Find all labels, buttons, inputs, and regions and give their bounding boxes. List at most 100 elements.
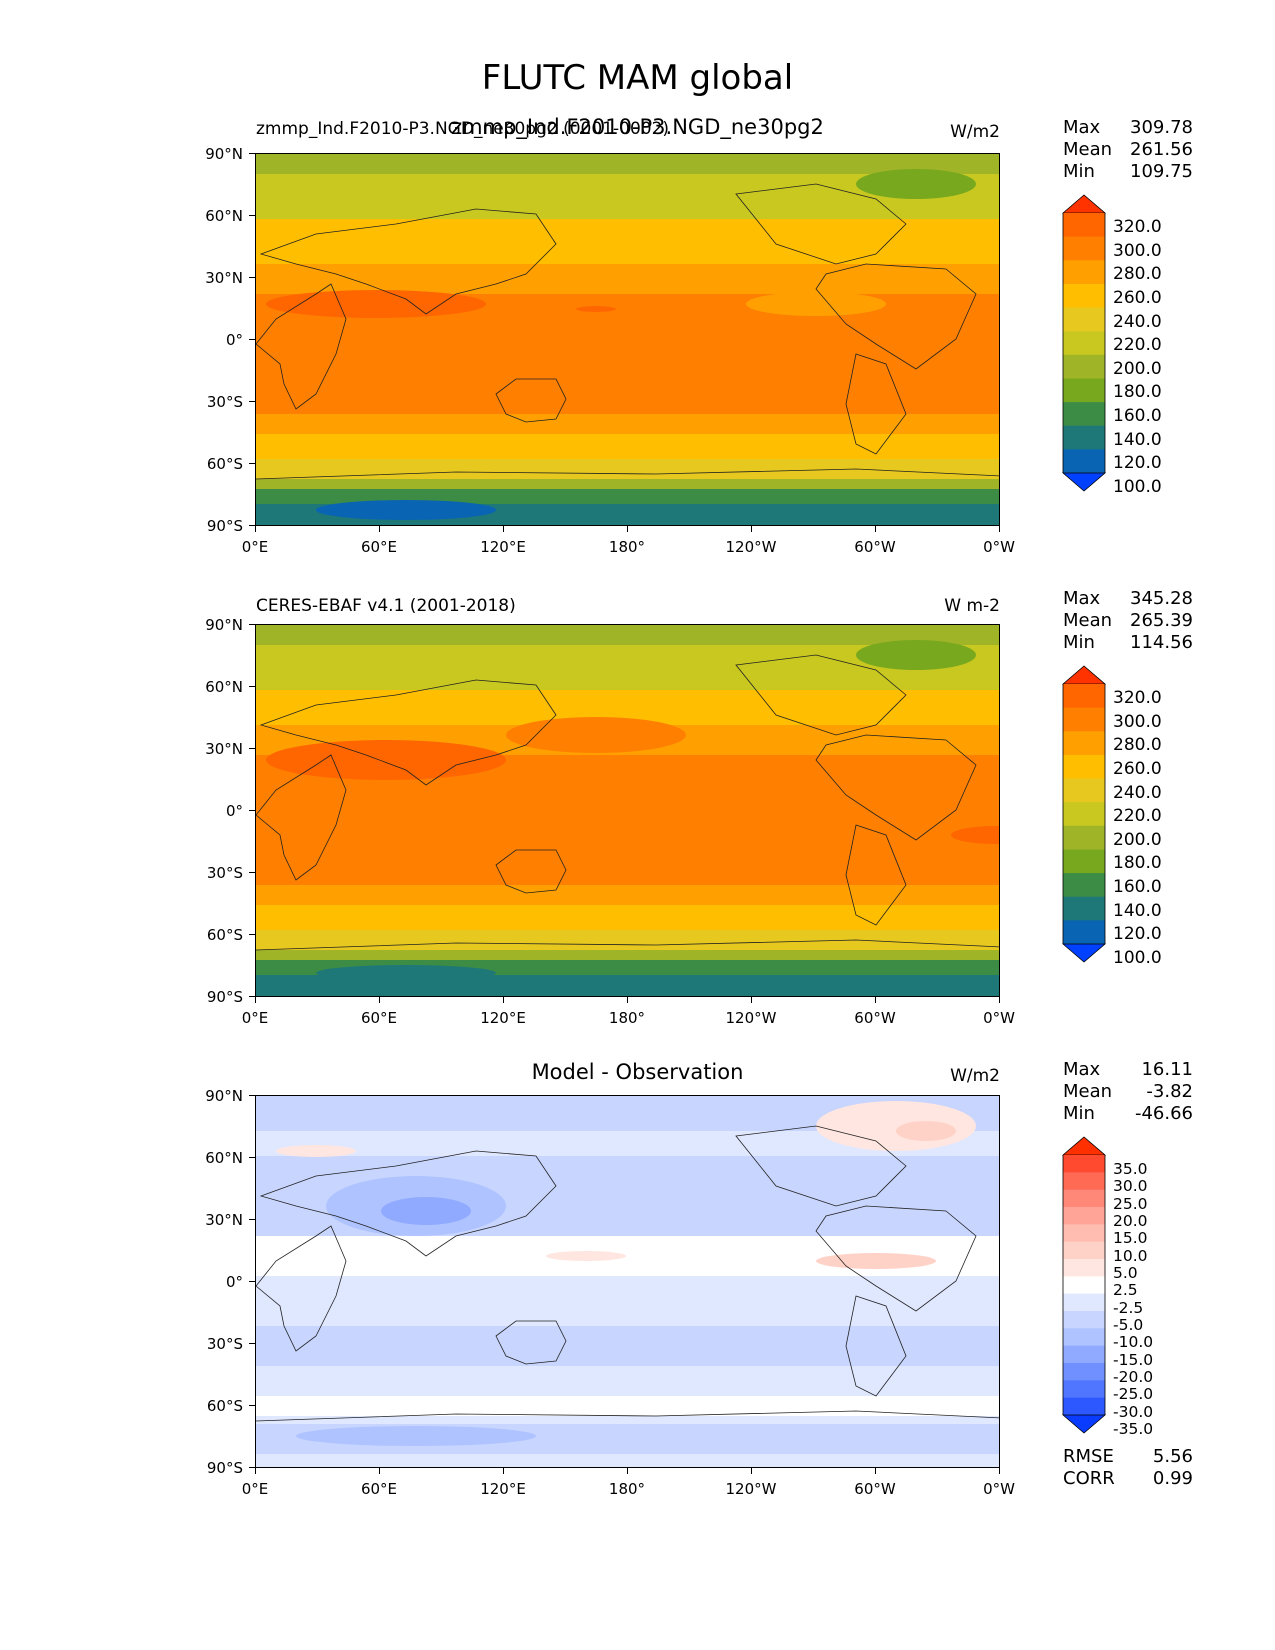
colorbar-swatch [1063,1241,1105,1260]
x-tick-label: 60°W [854,1480,896,1498]
x-tick-label: 120°W [725,538,777,556]
colorbar-swatch [1063,1293,1105,1312]
colorbar-swatch [1063,778,1105,803]
colorbar-swatch [1063,1311,1105,1329]
colorbar-tick-label: 300.0 [1113,711,1162,732]
panel-left-title: zmmp_Ind.F2010-P3.NGD_ne30pg2 (0001-0002… [256,119,670,139]
x-tick-label: 180° [608,1480,646,1498]
colorbar-frame [1062,684,1106,944]
colorbar-swatch [1063,1363,1105,1381]
y-tick-label: 30°N [205,269,243,287]
colorbar-tick-label: 160.0 [1113,877,1162,898]
colorbar-swatch [1063,354,1105,379]
colorbar-swatch [1063,707,1105,732]
colorbar-tick-label: -10.0 [1113,1333,1154,1352]
y-tick-label: 30°N [205,740,243,758]
colorbar-tick-label: -2.5 [1113,1298,1144,1317]
panel-title: Model - Observation [531,1060,744,1084]
x-tick-label: 120°W [725,1009,777,1027]
tick-mark [249,624,255,626]
tick-mark [627,997,629,1003]
tick-mark [999,1468,1001,1474]
tick-mark [751,526,753,532]
tick-mark [249,810,255,812]
stat-min-label: Min [1063,1103,1095,1124]
map-plot [255,1095,1000,1468]
stat-rmse-value: 5.56 [1152,1446,1193,1467]
colorbar-extend-top [1061,1136,1107,1156]
y-tick-label: 60°S [206,926,243,944]
y-tick-label: 90°N [205,1087,243,1105]
colorbar-swatch [1063,1276,1105,1295]
tick-mark [249,1281,255,1283]
panel-title: zmmp_Ind.F2010-P3.NGD_ne30pg2 [451,115,824,139]
colorbar-swatch [1063,236,1105,261]
tick-mark [503,997,505,1003]
tick-mark [875,526,877,532]
tick-mark [249,401,255,403]
tick-mark [255,526,257,532]
stat-max-label: Max [1063,1059,1101,1080]
colorbar-swatch [1063,731,1105,756]
colorbar [1061,1136,1107,1434]
stat-max-value: 309.78 [1130,117,1193,138]
colorbar-swatch [1063,896,1105,921]
x-tick-label: 0°W [983,1009,1015,1027]
y-tick-label: 90°N [205,145,243,163]
tick-mark [255,1468,257,1474]
colorbar-swatch [1063,1189,1105,1208]
y-tick-label: 60°S [206,455,243,473]
colorbar-tick-label: 140.0 [1113,429,1162,450]
colorbar-swatch [1063,331,1105,356]
colorbar-swatch [1063,1345,1105,1364]
x-tick-label: 0°W [983,538,1015,556]
x-tick-label: 0°E [241,538,269,556]
colorbar-swatch [1063,260,1105,285]
colorbar-swatch [1063,754,1105,780]
colorbar-extend-bottom [1061,943,1107,963]
colorbar-tick-label: 5.0 [1113,1264,1138,1282]
colorbar-frame [1062,1155,1106,1415]
tick-mark [255,997,257,1003]
colorbar-tick-label: -25.0 [1113,1385,1154,1404]
tick-mark [875,1468,877,1474]
colorbar-tick-label: 240.0 [1113,311,1162,332]
x-tick-label: 120°W [725,1480,777,1498]
colorbar-tick-label: 20.0 [1113,1212,1148,1230]
colorbar-swatch [1063,425,1105,450]
tick-mark [249,872,255,874]
y-tick-label: 0° [225,802,243,820]
stats-box: Max 345.28 Mean 265.39 Min 114.56 [1063,588,1193,654]
colorbar-swatch [1063,378,1105,403]
tick-mark [379,526,381,532]
x-tick-label: 0°E [241,1480,269,1498]
tick-mark [627,1468,629,1474]
tick-mark [875,997,877,1003]
colorbar-swatches [1061,194,1107,492]
y-tick-label: 90°N [205,616,243,634]
stat-min-value: 114.56 [1130,632,1193,653]
tick-mark [503,1468,505,1474]
y-tick-label: 30°S [206,393,243,411]
map-plot [255,624,1000,997]
x-tick-label: 60°W [854,538,896,556]
tick-mark [503,526,505,532]
units-label: W m-2 [944,596,1000,616]
colorbar-tick-label: 120.0 [1113,453,1162,474]
tick-mark [249,339,255,341]
stat-mean-value: 265.39 [1130,610,1193,631]
colorbar-swatch [1063,1380,1105,1399]
colorbar-swatch [1063,802,1105,827]
x-tick-label: 60°E [360,1480,398,1498]
y-tick-label: 0° [225,331,243,349]
x-tick-label: 120°E [480,1009,526,1027]
colorbar-tick-label: 240.0 [1113,782,1162,803]
colorbar [1061,194,1107,492]
stat-min-value: -46.66 [1134,1103,1193,1124]
colorbar-tick-label: -20.0 [1113,1368,1154,1386]
colorbar-tick-label: 220.0 [1113,806,1162,827]
colorbar-tick-label: 280.0 [1113,264,1162,285]
colorbar-extend-bottom [1061,1414,1107,1434]
colorbar-swatch [1063,684,1105,709]
colorbar-tick-label: -30.0 [1113,1402,1154,1421]
